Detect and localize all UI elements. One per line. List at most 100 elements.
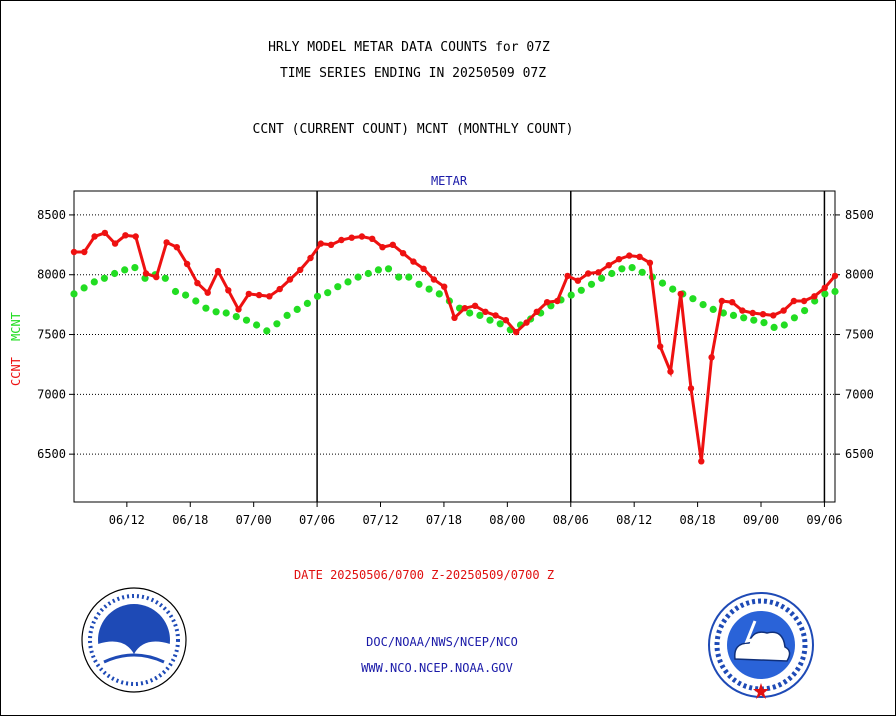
mcnt-point bbox=[192, 297, 200, 305]
series-ccnt bbox=[70, 229, 839, 465]
ccnt-point bbox=[543, 299, 551, 306]
x-tick-label: 07/12 bbox=[362, 513, 398, 527]
ccnt-point bbox=[636, 253, 643, 260]
mcnt-point bbox=[313, 292, 322, 300]
mcnt-point bbox=[729, 311, 738, 319]
mcnt-point bbox=[415, 280, 423, 288]
mcnt-point bbox=[618, 265, 626, 273]
ccnt-point bbox=[677, 290, 684, 298]
chart-title-line1: HRLY MODEL METAR DATA COUNTS for 07Z bbox=[268, 40, 550, 55]
ccnt-point bbox=[194, 279, 201, 287]
ccnt-point bbox=[615, 256, 623, 263]
mcnt-point bbox=[121, 266, 129, 274]
ccnt-point bbox=[111, 240, 119, 247]
mcnt-point bbox=[425, 285, 433, 293]
ccnt-point bbox=[276, 285, 283, 293]
noaa-logo-lettering-ring bbox=[88, 594, 180, 686]
ccnt-point bbox=[595, 269, 602, 276]
chart-title-line2: TIME SERIES ENDING IN 20250509 07Z bbox=[280, 66, 546, 81]
ccnt-point bbox=[430, 276, 438, 283]
footer-link-doc[interactable]: DOC/NOAA/NWS/NCEP/NCO bbox=[366, 635, 518, 649]
x-tick-label: 07/00 bbox=[236, 513, 272, 527]
mcnt-point bbox=[161, 274, 169, 282]
ccnt-point bbox=[533, 308, 540, 315]
ccnt-point bbox=[790, 297, 798, 305]
national-weather-service-logo[interactable] bbox=[708, 592, 814, 699]
ccnt-point bbox=[420, 265, 427, 272]
mcnt-point bbox=[80, 284, 88, 292]
mcnt-point bbox=[699, 301, 707, 309]
ccnt-point bbox=[214, 267, 222, 275]
mcnt-point bbox=[486, 316, 494, 324]
mcnt-point bbox=[821, 290, 829, 298]
mcnt-point bbox=[780, 321, 788, 329]
ccnt-point bbox=[492, 312, 499, 319]
nws-logo-cloud-icon bbox=[734, 631, 791, 662]
x-tick-label: 06/12 bbox=[109, 513, 145, 527]
ccnt-point bbox=[708, 354, 715, 361]
ccnt-point bbox=[348, 234, 355, 241]
y-tick-label-left: 7500 bbox=[37, 328, 66, 342]
y-tick-label-left: 6500 bbox=[37, 447, 66, 461]
ccnt-point bbox=[564, 272, 571, 280]
mcnt-point bbox=[283, 311, 291, 319]
plot-title: METAR bbox=[431, 174, 468, 188]
ccnt-point bbox=[81, 248, 88, 256]
ccnt-point bbox=[831, 272, 839, 280]
mcnt-point bbox=[435, 290, 443, 298]
ccnt-point bbox=[389, 241, 396, 248]
mcnt-point bbox=[232, 313, 240, 321]
ccnt-point bbox=[657, 343, 664, 350]
mcnt-point bbox=[740, 314, 748, 322]
ccnt-point bbox=[286, 276, 294, 283]
mcnt-point bbox=[770, 323, 778, 331]
y-tick-labels-right: 6500 7000 7500 8000 8500 bbox=[845, 208, 874, 461]
mcnt-point bbox=[374, 266, 382, 274]
mcnt-point bbox=[719, 309, 728, 317]
ccnt-point bbox=[523, 319, 530, 326]
x-tick-label: 06/18 bbox=[172, 513, 208, 527]
noaa-logo-bird-icon bbox=[98, 641, 170, 686]
mcnt-point bbox=[263, 327, 271, 335]
y-axis-label-ccnt: CCNT bbox=[9, 357, 23, 386]
nws-logo-lettering-ring bbox=[714, 598, 808, 692]
ccnt-point bbox=[235, 306, 242, 313]
nws-logo-lightning-icon bbox=[744, 620, 760, 656]
mcnt-point bbox=[131, 264, 139, 272]
x-tick-label: 08/18 bbox=[680, 513, 716, 527]
ccnt-point bbox=[379, 244, 386, 251]
ccnt-point bbox=[369, 235, 376, 242]
plot-area-border bbox=[73, 190, 836, 503]
mcnt-point bbox=[395, 273, 403, 281]
ccnt-point bbox=[585, 270, 592, 277]
mcnt-point bbox=[750, 316, 758, 324]
ccnt-point bbox=[399, 250, 407, 257]
mcnt-point bbox=[709, 305, 717, 313]
ccnt-point bbox=[317, 240, 324, 247]
ccnt-point bbox=[502, 317, 510, 324]
ccnt-point bbox=[513, 328, 520, 336]
ccnt-point bbox=[605, 262, 612, 269]
noaa-logo[interactable] bbox=[81, 587, 187, 693]
mcnt-point bbox=[689, 295, 697, 303]
ccnt-point bbox=[759, 311, 767, 318]
ccnt-point bbox=[739, 307, 746, 314]
x-tick-label: 09/00 bbox=[743, 513, 779, 527]
mcnt-point bbox=[293, 305, 301, 313]
y-tick-label-right: 8500 bbox=[845, 208, 874, 222]
mcnt-point bbox=[811, 297, 819, 305]
date-range-label: DATE 20250506/0700 Z-20250509/0700 Z bbox=[294, 568, 554, 582]
x-tick-labels: 06/12 06/18 07/00 07/06 07/12 07/18 08/00 08/06… bbox=[109, 502, 842, 527]
mcnt-point bbox=[242, 316, 251, 324]
mcnt-point bbox=[598, 274, 606, 282]
footer-link-website[interactable]: WWW.NCO.NCEP.NOAA.GOV bbox=[361, 661, 513, 675]
x-tick-label: 08/00 bbox=[489, 513, 525, 527]
ccnt-point bbox=[122, 232, 129, 239]
mcnt-point bbox=[476, 311, 484, 319]
mcnt-point bbox=[638, 268, 646, 276]
ccnt-point bbox=[163, 239, 170, 246]
mcnt-point bbox=[384, 265, 393, 273]
mcnt-point bbox=[222, 309, 230, 317]
mcnt-point bbox=[466, 309, 474, 317]
